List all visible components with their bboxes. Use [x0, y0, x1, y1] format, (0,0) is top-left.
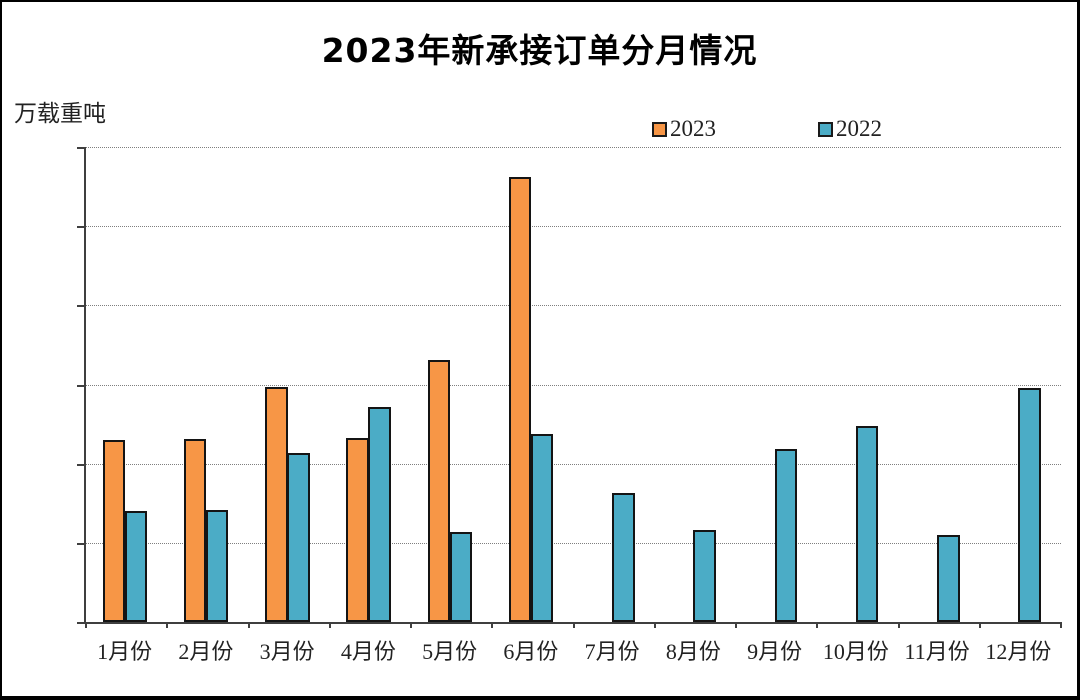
y-tick-1200 — [77, 147, 84, 149]
bar-2022-2月份 — [205, 509, 229, 622]
bar-2023-1月份 — [102, 439, 126, 622]
bar-2022-3月份 — [287, 452, 310, 622]
bar-2023-3月份 — [265, 387, 288, 622]
x-tick-label-9月份: 9月份 — [747, 639, 803, 664]
bar-2022-9月份 — [774, 449, 798, 622]
x-tick-label-12月份: 12月份 — [985, 639, 1052, 664]
x-tick-7 — [653, 622, 656, 628]
bar-2022-10月份 — [855, 426, 879, 622]
bar-2023-5月份 — [427, 360, 451, 622]
x-tick-label-5月份: 5月份 — [422, 639, 478, 664]
x-tick-4 — [410, 622, 412, 628]
gridline-1000 — [86, 226, 1061, 228]
x-tick-3 — [328, 622, 331, 628]
legend-swatch-2022-icon — [818, 121, 833, 137]
x-tick-label-1月份: 1月份 — [97, 639, 153, 664]
x-tick-5 — [491, 622, 494, 628]
gridline-800 — [86, 305, 1061, 307]
x-tick-2 — [247, 622, 250, 628]
legend-item-2023: 2023 — [652, 116, 716, 142]
x-tick-label-11月份: 11月份 — [904, 639, 970, 664]
gridline-400 — [86, 463, 1061, 465]
bar-2022-12月份 — [1018, 388, 1041, 622]
gridline-1200 — [86, 147, 1061, 148]
x-tick-12 — [1060, 622, 1062, 628]
bar-2022-1月份 — [124, 511, 148, 622]
y-tick-600 — [77, 384, 84, 387]
x-tick-1 — [166, 622, 169, 628]
x-tick-label-8月份: 8月份 — [665, 639, 721, 664]
bar-2023-2月份 — [183, 439, 207, 622]
x-tick-label-10月份: 10月份 — [822, 639, 889, 664]
x-tick-label-4月份: 4月份 — [340, 639, 396, 664]
x-tick-11 — [978, 622, 981, 628]
x-tick-8 — [735, 622, 737, 628]
legend-label-2022: 2022 — [836, 116, 882, 141]
chart-title: 2023年新承接订单分月情况 — [321, 31, 758, 70]
legend-swatch-2023-icon — [652, 121, 667, 137]
gridline-600 — [86, 384, 1061, 386]
x-tick-10 — [897, 622, 900, 628]
x-tick-9 — [816, 622, 819, 628]
x-tick-6 — [572, 622, 575, 628]
legend-label-2023: 2023 — [670, 116, 716, 141]
y-tick-1000 — [77, 226, 84, 229]
x-tick-label-7月份: 7月份 — [584, 639, 640, 664]
x-tick-0 — [85, 622, 87, 628]
bar-2023-6月份 — [508, 176, 532, 622]
x-tick-label-2月份: 2月份 — [178, 639, 234, 664]
legend: 2023 2022 — [2, 116, 1077, 142]
bar-2022-6月份 — [530, 433, 554, 622]
y-tick-200 — [77, 542, 84, 545]
y-tick-800 — [77, 305, 84, 308]
y-tick-400 — [77, 463, 84, 466]
bar-2022-4月份 — [368, 407, 391, 622]
x-tick-label-6月份: 6月份 — [503, 639, 559, 664]
gridline-200 — [86, 542, 1061, 544]
legend-item-2022: 2022 — [818, 116, 882, 142]
bar-2022-8月份 — [693, 530, 716, 622]
plot-area — [77, 147, 1062, 628]
bar-2023-4月份 — [346, 437, 369, 622]
x-tick-label-3月份: 3月份 — [259, 639, 315, 664]
bar-2022-11月份 — [937, 534, 960, 622]
bar-2022-7月份 — [612, 492, 635, 622]
y-axis-unit-label: 万载重吨 — [14, 101, 106, 126]
y-tick-0 — [77, 622, 84, 624]
bar-2022-5月份 — [449, 531, 473, 622]
